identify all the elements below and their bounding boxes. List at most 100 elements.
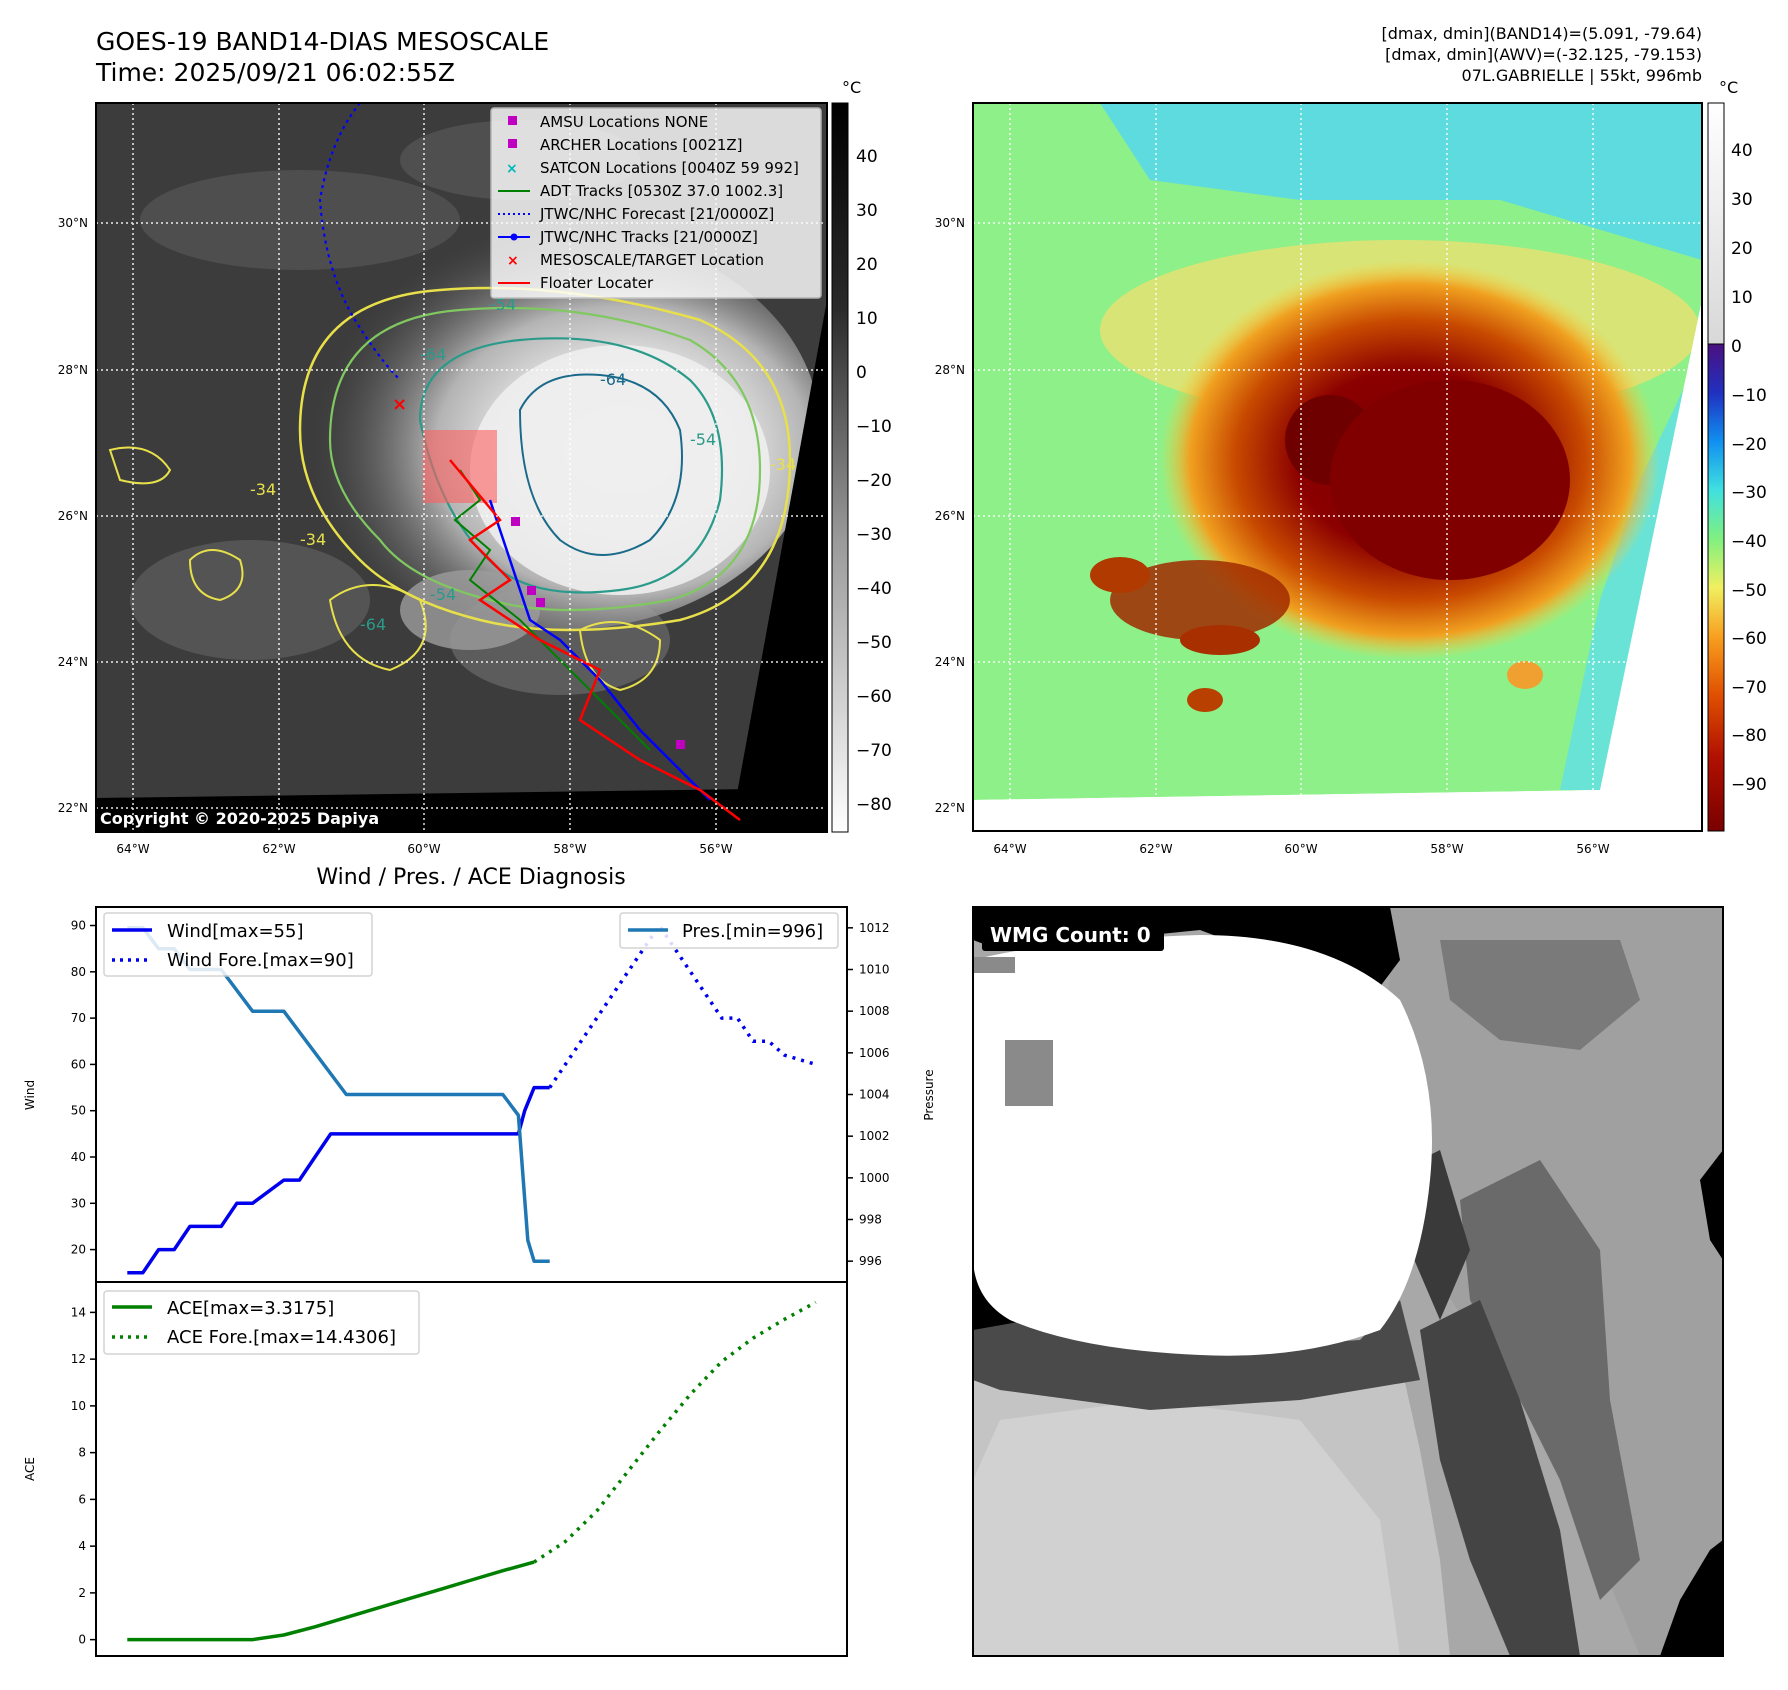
jtwc-track xyxy=(488,499,711,801)
svg-text:30°N: 30°N xyxy=(58,216,88,230)
tick-label: 14 xyxy=(71,1305,86,1319)
ir-colorbar-unit: °C xyxy=(842,78,861,97)
ir-frame xyxy=(95,102,828,833)
svg-text:30: 30 xyxy=(1731,190,1753,210)
svg-text:−70: −70 xyxy=(1731,678,1767,698)
tick-label: 1008 xyxy=(859,1004,890,1018)
contour-label: -34 xyxy=(300,530,326,549)
contour-label: -64 xyxy=(360,615,386,634)
chart-title: Wind / Pres. / ACE Diagnosis xyxy=(316,865,625,890)
wmg-count-label: WMG Count: 0 xyxy=(990,923,1151,947)
series-line-2 xyxy=(127,926,550,1263)
ir-legend: AMSU Locations NONE ARCHER Locations [00… xyxy=(490,107,822,299)
legend-ace-forecast: ACE Fore.[max=14.4306] xyxy=(167,1327,396,1348)
svg-text:20: 20 xyxy=(1731,239,1753,259)
ir-map-panel: -54 -64 -64 -54 -34 -34 -54 -34 -64 xyxy=(58,102,828,856)
svg-text:−40: −40 xyxy=(1731,532,1767,552)
tick-label: 1004 xyxy=(859,1088,890,1102)
legend-satcon-marker: × xyxy=(506,161,518,177)
wmg-label-box xyxy=(982,919,1164,951)
tick-label: 60 xyxy=(71,1057,86,1071)
contour-green xyxy=(328,306,762,612)
legend-floater: Floater Locater xyxy=(540,274,654,292)
color-gridlines xyxy=(973,103,1702,831)
svg-text:56°W: 56°W xyxy=(1576,842,1609,856)
tick-label: 1000 xyxy=(859,1171,890,1185)
svg-text:56°W: 56°W xyxy=(699,842,732,856)
archer-marker xyxy=(536,598,545,607)
ir-colorbar-ticks: 40 30 20 10 0 −10 −20 −30 −40 −50 −60 −7… xyxy=(856,147,892,815)
pressure-axis-label: Pressure xyxy=(922,1069,936,1120)
contour-label: -34 xyxy=(770,455,796,474)
tick-label: 30 xyxy=(71,1196,86,1210)
legend-ace: ACE[max=3.3175] xyxy=(167,1298,334,1319)
mesoscale-target-box xyxy=(423,430,497,503)
color-frame xyxy=(972,102,1703,832)
archer-marker xyxy=(676,740,685,749)
svg-text:64°W: 64°W xyxy=(116,842,149,856)
svg-text:−30: −30 xyxy=(856,525,892,545)
svg-text:−50: −50 xyxy=(1731,581,1767,601)
color-lon-labels: 64°W 62°W 60°W 58°W 56°W xyxy=(993,842,1609,856)
pressure-legend: Pres.[min=996] xyxy=(619,912,839,949)
tick-label: 8 xyxy=(78,1446,86,1460)
no-data-wedge xyxy=(730,300,827,832)
tick-label: 70 xyxy=(71,1011,86,1025)
archer-marker xyxy=(511,517,520,526)
svg-text:62°W: 62°W xyxy=(1139,842,1172,856)
svg-text:30: 30 xyxy=(856,201,878,221)
svg-text:40: 40 xyxy=(1731,141,1753,161)
svg-text:−90: −90 xyxy=(1731,775,1767,795)
wind-ticks: 20 30 40 50 60 70 80 90 xyxy=(71,919,96,1257)
svg-text:64°W: 64°W xyxy=(993,842,1026,856)
svg-text:28°N: 28°N xyxy=(935,363,965,377)
ace-axis-label: ACE xyxy=(23,1457,37,1481)
svg-text:−80: −80 xyxy=(1731,726,1767,746)
no-data-area xyxy=(973,300,1702,831)
legend-amsu: AMSU Locations NONE xyxy=(540,113,708,131)
svg-text:30°N: 30°N xyxy=(935,216,965,230)
ir-lon-labels: 64°W 62°W 60°W 58°W 56°W xyxy=(116,842,732,856)
wmg-eye xyxy=(973,935,1432,1356)
svg-text:−20: −20 xyxy=(856,471,892,491)
svg-text:−40: −40 xyxy=(856,579,892,599)
svg-text:−30: −30 xyxy=(1731,483,1767,503)
legend-wind: Wind[max=55] xyxy=(167,921,304,942)
svg-text:58°W: 58°W xyxy=(1430,842,1463,856)
svg-text:26°N: 26°N xyxy=(935,509,965,523)
svg-text:−50: −50 xyxy=(856,633,892,653)
figure-time: Time: 2025/09/21 06:02:55Z xyxy=(95,58,455,87)
tick-label: 90 xyxy=(71,919,86,933)
svg-text:−60: −60 xyxy=(856,687,892,707)
figure-title: GOES-19 BAND14-DIAS MESOSCALE xyxy=(96,27,549,56)
pressure-ticks: 996 998 1000 1002 1004 1006 1008 1010 1012 xyxy=(847,921,890,1268)
legend-mesoscale-marker: × xyxy=(507,253,519,269)
copyright: Copyright © 2020-2025 Dapiya xyxy=(100,809,379,828)
svg-text:0: 0 xyxy=(1731,337,1742,357)
tick-label: 40 xyxy=(71,1150,86,1164)
info-line-2: [dmax, dmin](AWV)=(-32.125, -79.153) xyxy=(1385,45,1702,64)
color-map-panel: 30°N 28°N 26°N 24°N 22°N 64°W 62°W 60°W … xyxy=(935,102,1703,856)
svg-text:26°N: 26°N xyxy=(58,509,88,523)
legend-pressure: Pres.[min=996] xyxy=(682,921,823,942)
tick-label: 6 xyxy=(78,1492,86,1506)
contour-label: -64 xyxy=(420,345,446,364)
contour-yellow xyxy=(298,286,792,632)
wmg-frame xyxy=(972,906,1724,1657)
svg-text:10: 10 xyxy=(1731,288,1753,308)
color-colorbar-ticks: 40 30 20 10 0 −10 −20 −30 −40 −50 −60 −7… xyxy=(1731,141,1767,795)
svg-text:20: 20 xyxy=(856,255,878,275)
floater-track xyxy=(449,459,741,821)
series-line-ace-0 xyxy=(127,1560,535,1642)
tick-label: 80 xyxy=(71,965,86,979)
archer-marker xyxy=(527,586,536,595)
ace-lines xyxy=(127,1300,817,1642)
svg-text:60°W: 60°W xyxy=(1284,842,1317,856)
contour-label: -54 xyxy=(430,585,456,604)
series-line-ace-1 xyxy=(533,1300,817,1564)
ir-colorbar: °C 40 30 20 10 0 −10 −20 −30 −40 −50 −60… xyxy=(831,78,892,833)
svg-text:−20: −20 xyxy=(1731,435,1767,455)
contour-label: -34 xyxy=(250,480,276,499)
wind-legend: Wind[max=55] Wind Fore.[max=90] xyxy=(103,912,373,977)
